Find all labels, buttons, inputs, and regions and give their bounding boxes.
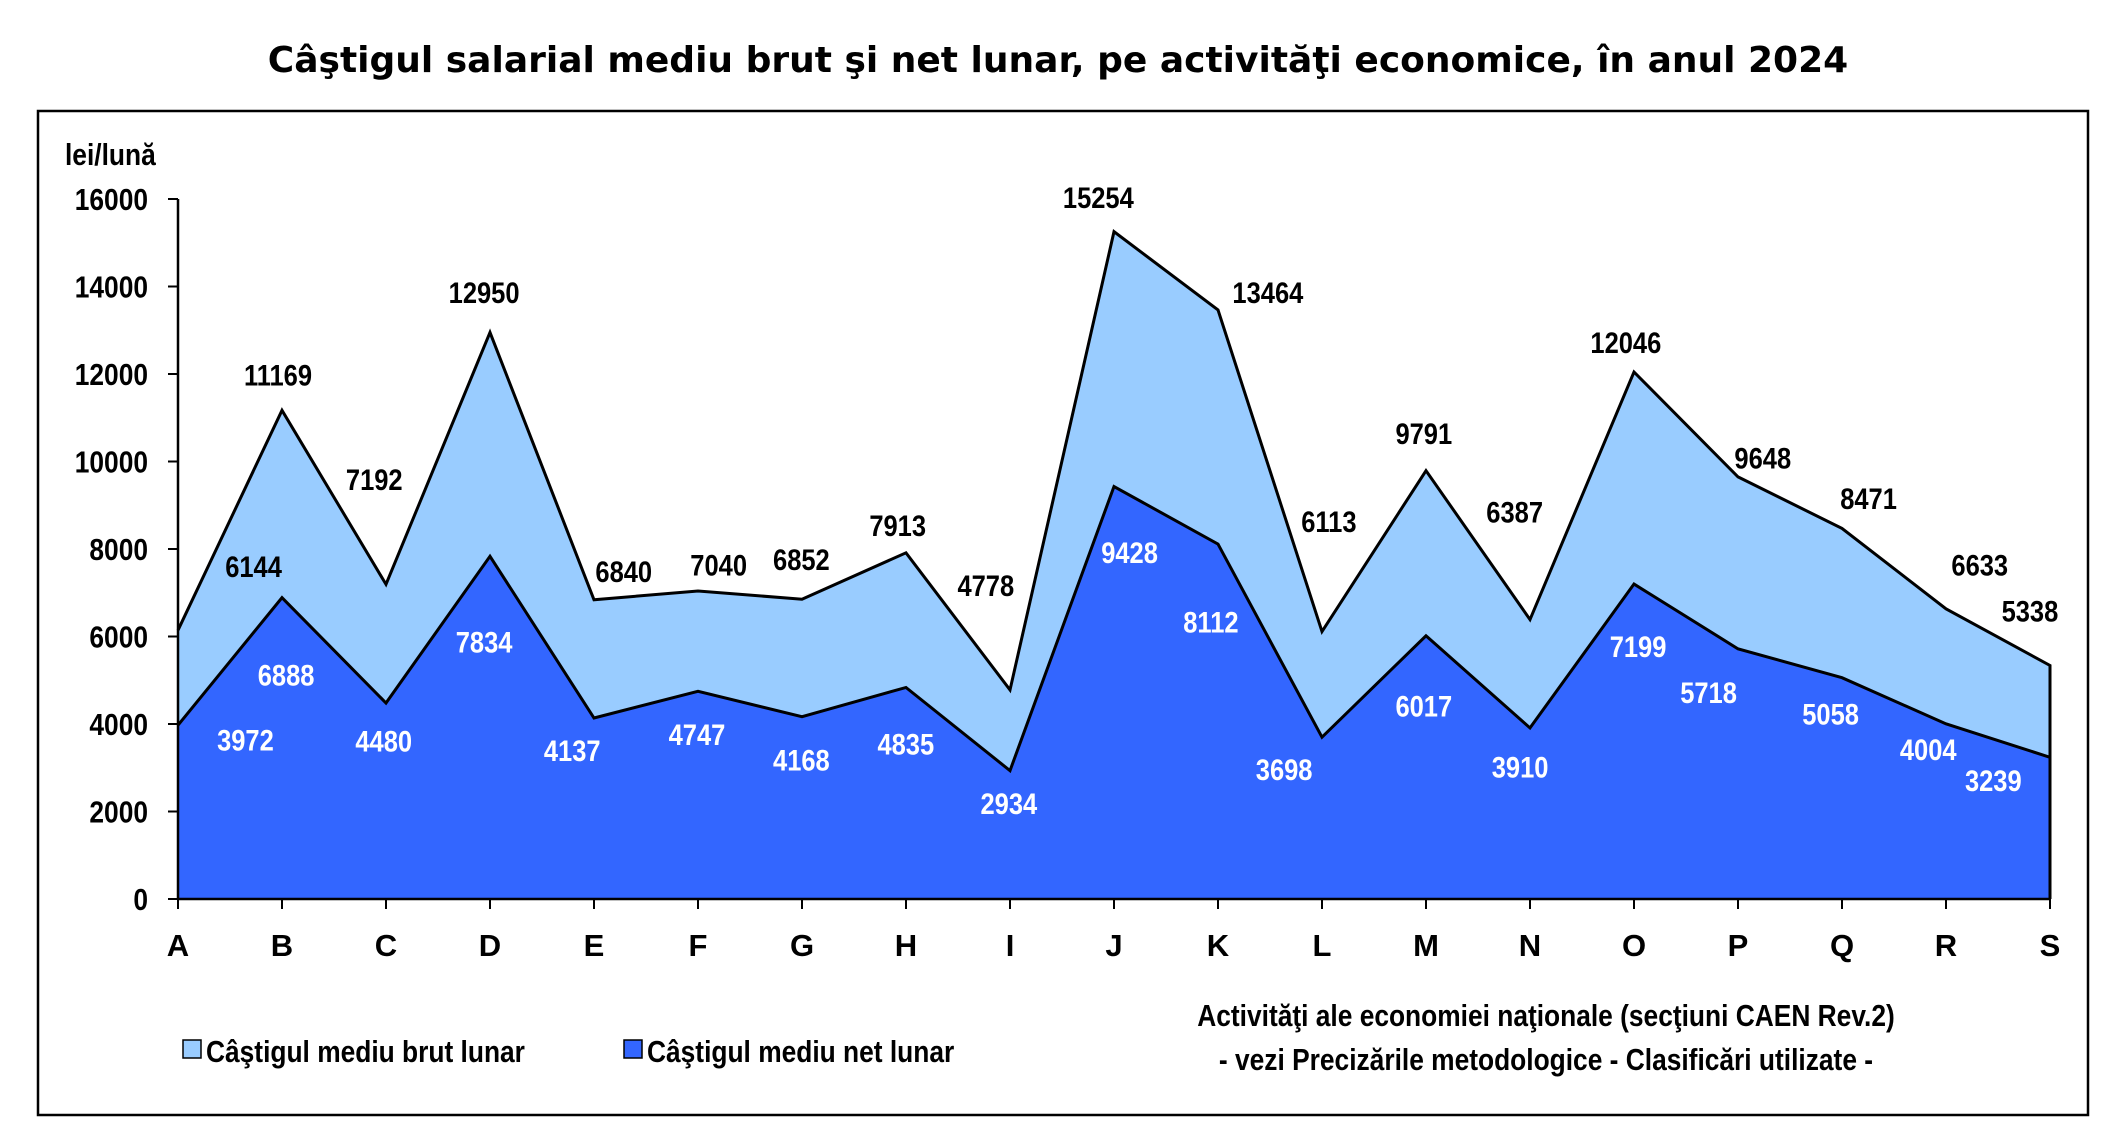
chart-frame [36, 109, 2090, 1117]
y-tick-label: 4000 [89, 708, 148, 742]
data-label-brut: 6852 [773, 543, 830, 576]
legend-label-net: Câştigul mediu net lunar [647, 1035, 954, 1069]
x-axis-title-line-2: - vezi Precizările metodologice - Clasif… [1219, 1043, 1873, 1077]
data-label-brut: 12046 [1590, 326, 1661, 359]
line-series-net [176, 484, 2052, 899]
data-label-brut: 7192 [346, 463, 403, 496]
data-label-net: 8112 [1183, 605, 1238, 638]
data-label-brut: 7040 [690, 549, 747, 582]
x-tick-label: J [1105, 928, 1122, 963]
y-tick-label: 12000 [75, 358, 148, 392]
data-label-net: 3910 [1492, 751, 1549, 784]
legend: Câştigul mediu brut lunar Câştigul mediu… [182, 1035, 954, 1070]
x-tick-label: G [790, 928, 814, 963]
y-tick-label: 2000 [89, 796, 148, 830]
y-tick-label: 16000 [75, 183, 148, 217]
data-label-net: 6888 [258, 658, 315, 691]
x-tick-label: R [1935, 928, 1957, 963]
data-label-brut: 9648 [1734, 441, 1791, 474]
x-tick-label: O [1622, 928, 1646, 963]
chart-title: Câştigul salarial mediu brut şi net luna… [268, 40, 1848, 81]
data-label-brut: 11169 [244, 359, 312, 392]
data-label-net: 4137 [544, 734, 601, 767]
data-label-net: 4747 [669, 718, 726, 751]
x-tick-label: D [479, 928, 501, 963]
x-tick-label: P [1728, 928, 1749, 963]
y-tick-label: 0 [133, 883, 148, 917]
legend-swatch-net [623, 1039, 643, 1059]
data-label-net: 7199 [1610, 630, 1667, 663]
data-label-brut: 5338 [2002, 595, 2059, 628]
data-label-net: 4835 [877, 728, 934, 761]
x-tick-label: M [1413, 928, 1439, 963]
x-axis-title-line-1: Activităţi ale economiei naţionale (secţ… [1197, 999, 1895, 1033]
data-label-net: 7834 [456, 626, 513, 659]
x-tick-label: F [689, 928, 708, 963]
data-label-net: 2934 [981, 787, 1038, 820]
x-tick-label: H [895, 928, 917, 963]
data-label-brut: 6387 [1486, 496, 1543, 529]
data-label-net: 9428 [1101, 536, 1158, 569]
data-label-net: 5058 [1802, 698, 1859, 731]
data-label-net: 4480 [355, 725, 412, 758]
data-label-net: 6017 [1395, 690, 1452, 723]
x-tick-label: L [1313, 928, 1332, 963]
data-label-brut: 6144 [225, 550, 282, 583]
data-label-brut: 13464 [1232, 276, 1303, 309]
y-tick-label: 10000 [75, 446, 148, 480]
x-tick-label: N [1519, 928, 1541, 963]
data-label-net: 3239 [1965, 764, 2022, 797]
y-tick-label: 6000 [89, 621, 148, 655]
data-label-brut: 15254 [1063, 181, 1134, 214]
data-label-brut: 6633 [1951, 549, 2008, 582]
x-tick-label: Q [1830, 928, 1854, 963]
data-label-brut: 8471 [1840, 482, 1897, 515]
data-label-net: 3972 [217, 723, 274, 756]
x-tick-label: C [375, 928, 397, 963]
data-label-brut: 12950 [449, 276, 520, 309]
legend-swatch-brut [182, 1039, 202, 1059]
y-axis-unit-label: lei/lună [65, 138, 157, 172]
x-tick-label: K [1207, 928, 1230, 963]
x-tick-label: E [584, 928, 605, 963]
x-tick-label: A [167, 928, 189, 963]
x-tick-label: S [2040, 928, 2061, 963]
data-label-brut: 9791 [1395, 417, 1452, 450]
line-series-brut [176, 229, 2052, 899]
y-tick-label: 14000 [75, 271, 148, 305]
data-label-net: 3698 [1256, 753, 1313, 786]
area-series-net [178, 486, 2050, 899]
data-label-brut: 6113 [1301, 505, 1356, 538]
data-label-brut: 7913 [869, 509, 926, 542]
data-label-net: 4004 [1900, 733, 1957, 766]
x-tick-label: I [1006, 928, 1015, 963]
legend-label-brut: Câştigul mediu brut lunar [206, 1035, 525, 1069]
data-label-net: 5718 [1680, 676, 1737, 709]
y-tick-label: 8000 [89, 533, 148, 567]
x-tick-label: B [271, 928, 293, 963]
data-label-brut: 4778 [957, 569, 1014, 602]
data-label-brut: 6840 [595, 555, 652, 588]
data-label-net: 4168 [773, 744, 830, 777]
